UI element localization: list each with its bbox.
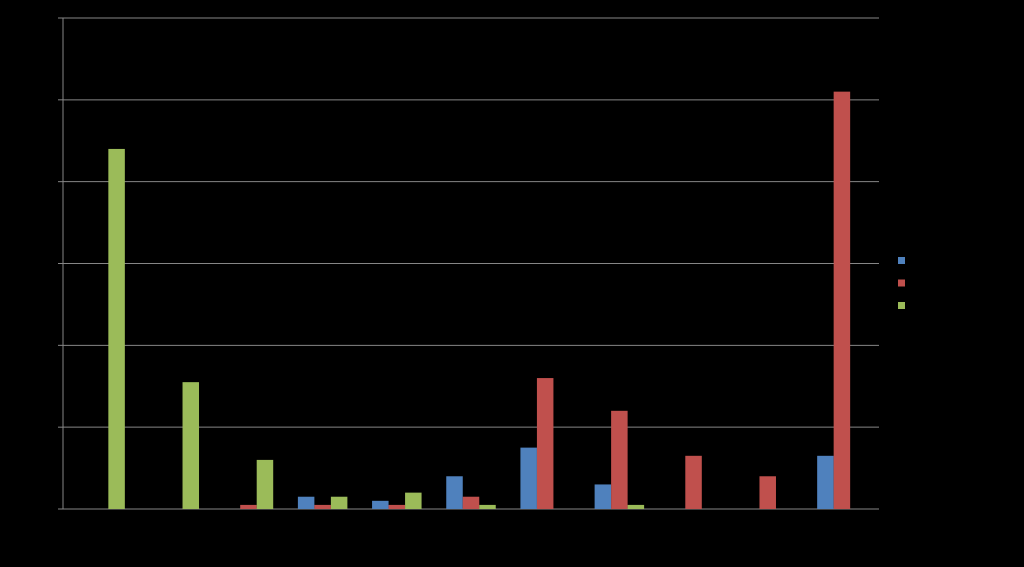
bar <box>108 148 125 509</box>
bar <box>405 492 422 509</box>
legend-swatch <box>898 279 905 287</box>
bar <box>330 496 348 509</box>
bar <box>314 504 331 509</box>
bar <box>479 504 496 509</box>
bar <box>759 476 776 509</box>
bar <box>536 378 554 509</box>
bar <box>446 476 463 509</box>
bar <box>372 500 389 509</box>
bar <box>817 455 834 509</box>
bar <box>594 484 612 509</box>
bar <box>256 459 274 509</box>
bar <box>520 447 537 509</box>
bar <box>833 91 851 510</box>
bar <box>240 504 257 509</box>
bar <box>388 504 406 509</box>
bar <box>462 496 480 509</box>
legend-swatch <box>898 257 905 264</box>
legend-swatch <box>898 302 905 309</box>
bar <box>182 382 200 509</box>
bar <box>611 410 628 509</box>
bar <box>685 455 702 509</box>
bar <box>297 496 315 509</box>
bar <box>627 504 645 509</box>
